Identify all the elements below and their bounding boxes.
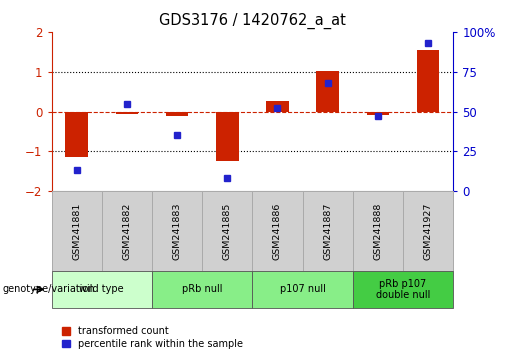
Bar [202, 191, 252, 271]
Bar [152, 271, 252, 308]
Text: GSM241885: GSM241885 [223, 202, 232, 260]
Text: p107 null: p107 null [280, 284, 325, 295]
Text: GSM241927: GSM241927 [424, 202, 433, 260]
Bar [252, 271, 353, 308]
Bar [52, 271, 152, 308]
Title: GDS3176 / 1420762_a_at: GDS3176 / 1420762_a_at [159, 13, 346, 29]
Text: pRb p107
double null: pRb p107 double null [376, 279, 430, 300]
Text: GSM241888: GSM241888 [373, 202, 382, 260]
Bar [102, 191, 152, 271]
Bar [216, 112, 238, 161]
Bar [152, 191, 202, 271]
Text: GSM241881: GSM241881 [72, 202, 81, 260]
Text: pRb null: pRb null [182, 284, 222, 295]
Bar [403, 191, 453, 271]
Legend: transformed count, percentile rank within the sample: transformed count, percentile rank withi… [61, 326, 243, 349]
Bar [417, 50, 439, 112]
Text: wild type: wild type [79, 284, 124, 295]
Bar [115, 112, 138, 114]
Bar [166, 112, 188, 116]
Bar [367, 112, 389, 115]
Bar [353, 271, 453, 308]
Text: GSM241887: GSM241887 [323, 202, 332, 260]
Text: GSM241883: GSM241883 [173, 202, 181, 260]
Text: GSM241886: GSM241886 [273, 202, 282, 260]
Bar [52, 191, 102, 271]
Bar [353, 191, 403, 271]
Bar [252, 191, 303, 271]
Text: GSM241882: GSM241882 [123, 202, 131, 260]
Bar [65, 112, 88, 157]
Text: genotype/variation: genotype/variation [3, 284, 95, 295]
Bar [266, 101, 289, 112]
Bar [303, 191, 353, 271]
Bar [316, 71, 339, 112]
